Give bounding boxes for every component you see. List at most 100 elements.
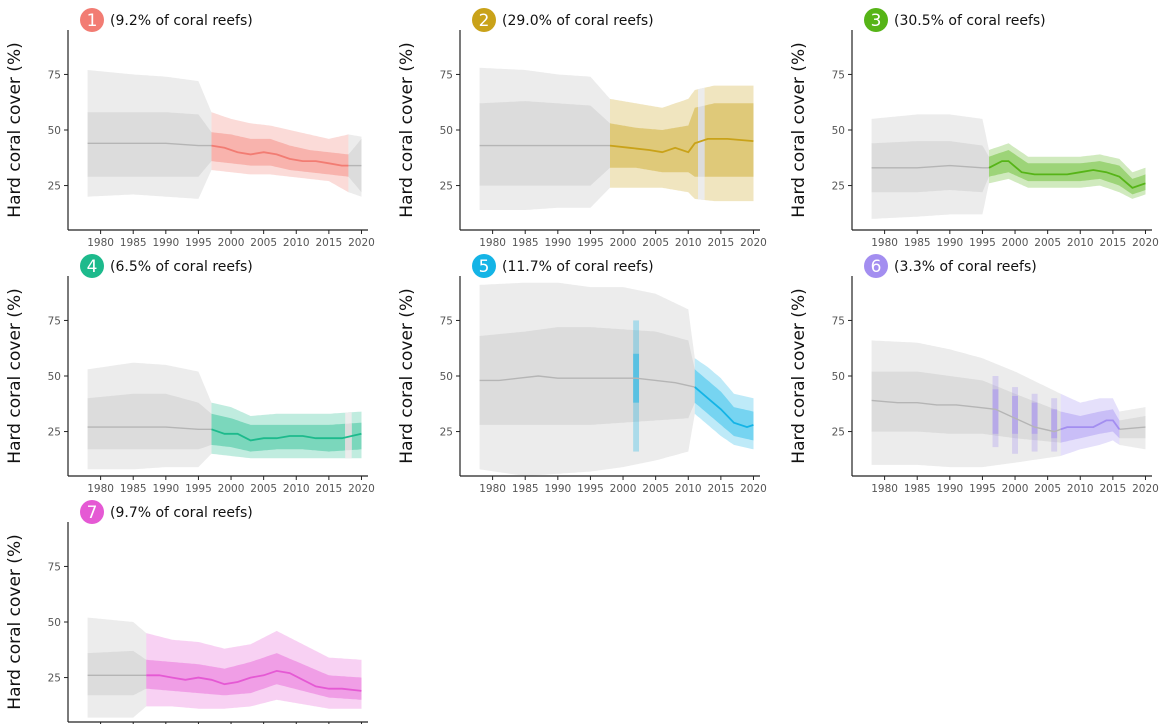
post-band-80 [1119,416,1146,439]
x-tick-label: 1980 [871,483,898,495]
x-tick-label: 1990 [544,483,571,495]
x-tick-label: 2005 [1034,483,1061,495]
region-badge [80,254,104,278]
x-tick-label: 1995 [969,237,996,249]
x-tick-label: 1980 [479,483,506,495]
hist-mean-line [87,426,212,430]
y-tick-label: 75 [48,561,61,573]
y-tick-label: 25 [440,427,453,439]
x-tick-label: 2000 [1002,483,1029,495]
chart-panel-7: 2550751980198519901995200020052010201520… [5,500,368,724]
x-tick-label: 1990 [152,237,179,249]
region-number: 2 [479,11,490,31]
x-tick-label: 1985 [512,483,539,495]
y-tick-label: 75 [440,69,453,81]
chart-panel-3: 25 50 75 1980 1985 1990 1995 2000 2005 2010 2015 20… [789,8,1159,249]
region-badge [472,254,496,278]
x-tick-label: 2000 [610,237,637,249]
x-tick-label: 1985 [120,483,147,495]
x-tick-label: 2005 [250,237,277,249]
x-tick-label: 1985 [120,237,147,249]
hist-mean-line [871,164,989,169]
hist-mean-line [871,399,1061,433]
region-number: 5 [479,257,490,277]
x-tick-label: 1985 [512,237,539,249]
x-tick-label: 1990 [936,483,963,495]
region-subtitle: (11.7% of coral reefs) [502,259,654,275]
x-tick-label: 1980 [87,483,114,495]
x-tick-label: 2015 [316,237,343,249]
region-number: 6 [871,257,882,277]
obs-mean-line [211,428,362,442]
chart-panel-4: 25 50 75 1980 1985 1990 1995 2000 2005 2010 2015 20… [5,254,375,495]
y-tick-label: 75 [48,69,61,81]
x-tick-label: 2005 [250,483,277,495]
y-axis-label: Hard coral cover (%) [789,288,809,463]
region-number: 3 [871,11,882,31]
hist-mean-line [87,142,212,147]
x-tick-label: 2020 [740,237,767,249]
y-axis-label: Hard coral cover (%) [5,42,25,217]
region-badge [80,8,104,32]
x-tick-label: 2010 [675,237,702,249]
x-tick-label: 2000 [610,483,637,495]
x-tick-label: 2020 [1132,483,1159,495]
y-tick-label: 25 [832,181,845,193]
obs-band-80 [694,369,754,441]
x-tick-label: 2020 [740,483,767,495]
hist-band-80 [479,327,695,425]
obs-mean-line [211,144,349,167]
x-tick-label: 2015 [708,237,735,249]
obs-band-80 [610,103,754,177]
region-subtitle: (6.5% of coral reefs) [110,259,253,275]
x-tick-label: 1995 [577,237,604,249]
region-badge [472,8,496,32]
obs-mean-line [609,138,754,154]
obs-band-95 [694,358,754,450]
x-tick-label: 1985 [904,237,931,249]
y-tick-label: 25 [48,181,61,193]
post-mean-line [1119,426,1146,430]
x-tick-label: 1980 [871,237,898,249]
x-tick-label: 1990 [936,237,963,249]
x-tick-label: 2000 [1002,237,1029,249]
obs-mean-line [694,386,754,429]
region-subtitle: (9.2% of coral reefs) [110,13,253,29]
x-tick-label: 1995 [969,483,996,495]
y-axis-label: Hard coral cover (%) [397,288,417,463]
hist-band-80 [87,112,212,177]
x-tick-label: 2005 [642,237,669,249]
region-badge [80,500,104,524]
obs-band-80 [989,150,1146,195]
region-subtitle: (9.7% of coral reefs) [110,505,253,521]
y-axis-label: Hard coral cover (%) [5,534,25,709]
x-tick-label: 2015 [316,483,343,495]
x-tick-label: 2015 [708,483,735,495]
y-axis-label: Hard coral cover (%) [789,42,809,217]
y-tick-label: 50 [440,125,453,137]
obs-band-95 [610,85,754,202]
x-tick-label: 1990 [152,483,179,495]
x-tick-label: 2010 [283,237,310,249]
x-tick-label: 1990 [544,237,571,249]
obs-mean-line [1060,419,1121,431]
hist-band-80 [479,101,610,186]
y-tick-label: 50 [832,371,845,383]
x-tick-label: 1985 [904,483,931,495]
x-tick-label: 1995 [185,483,212,495]
obs-band-95 [146,630,362,709]
x-tick-label: 2015 [1100,483,1127,495]
region-badge [864,254,888,278]
x-tick-label: 2005 [1034,237,1061,249]
y-tick-label: 25 [48,427,61,439]
y-tick-label: 25 [832,427,845,439]
x-tick-label: 2020 [348,483,375,495]
obs-spike-80 [1031,402,1038,434]
x-tick-label: 1980 [87,237,114,249]
obs-band-95 [989,143,1146,199]
region-subtitle: (3.3% of coral reefs) [894,259,1037,275]
region-number: 1 [87,11,98,31]
y-tick-label: 50 [48,371,61,383]
region-subtitle: (29.0% of coral reefs) [502,13,654,29]
